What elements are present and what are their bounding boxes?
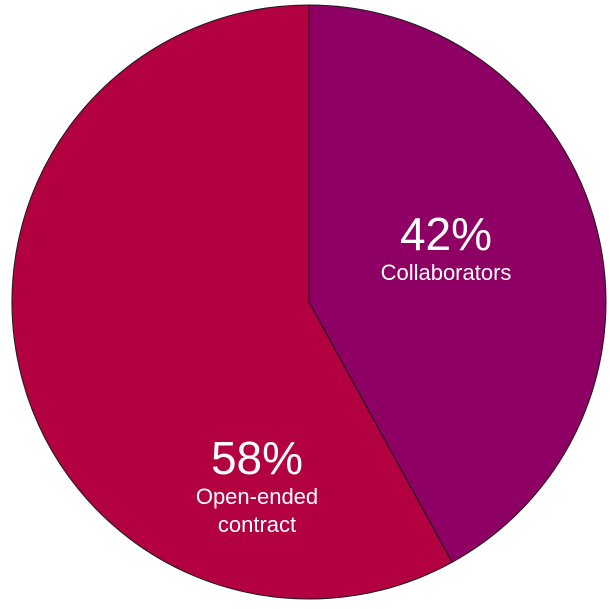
pie-slice-0 [308, 4, 607, 563]
slice-value-label-0: 42% [400, 208, 492, 260]
slice-name-label-1-1: contract [218, 512, 296, 537]
slice-name-label-1-0: Open-ended [196, 484, 318, 509]
labels-layer: 42%Collaborators 58%Open-ended contract [196, 208, 512, 537]
slice-name-label-0-0: Collaborators [381, 260, 512, 285]
pie-slice-1 [11, 4, 453, 600]
slice-value-label-1: 58% [211, 432, 303, 484]
slices-layer [11, 4, 607, 600]
